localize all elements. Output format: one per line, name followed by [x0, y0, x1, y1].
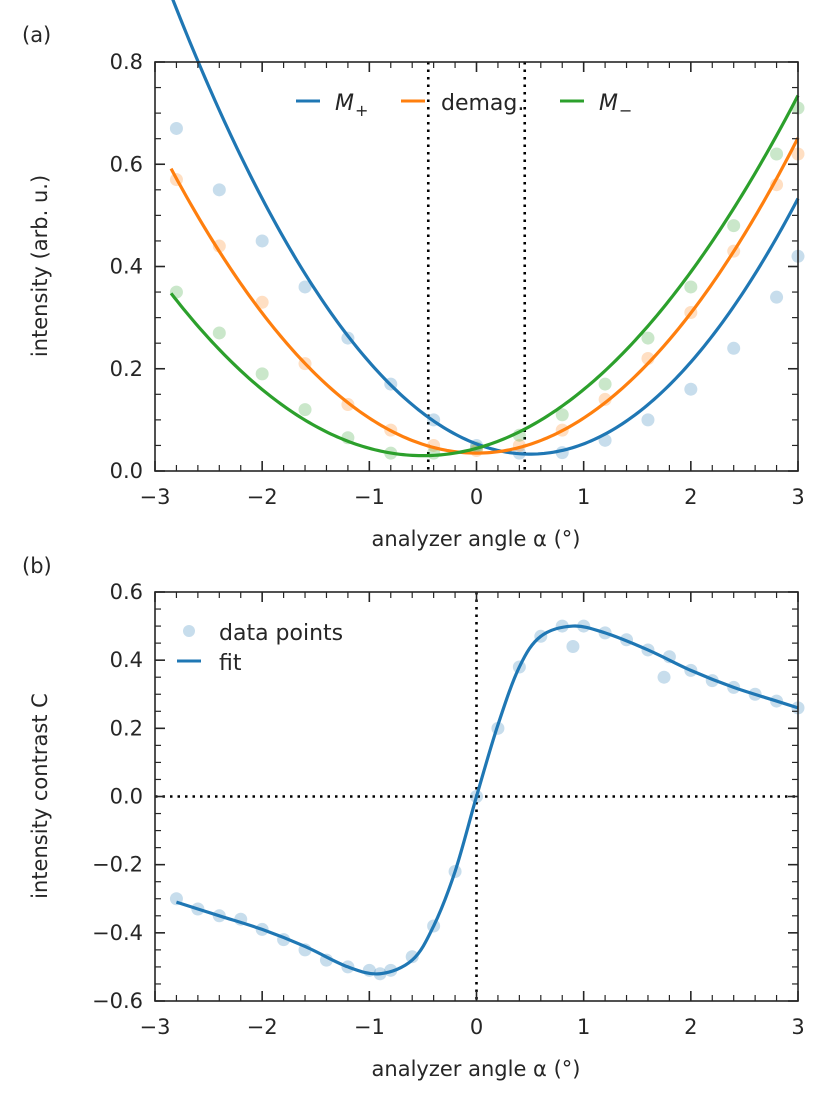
- data-point-m_plus: [727, 341, 741, 355]
- data-point: [566, 640, 580, 654]
- panel-a-y-axis-label: intensity (arb. u.): [28, 175, 52, 357]
- data-point-m_minus: [298, 403, 312, 417]
- y-tick-label: −0.6: [92, 989, 143, 1013]
- panel-a: (a) −3 −2 −1 0 1 2 3 0.0 0.2 0.4 0.6 0.8 M+ demag. …: [22, 0, 805, 551]
- x-tick-label: 1: [577, 485, 590, 509]
- fit-line: [175, 624, 799, 976]
- y-tick-label: 0.6: [110, 152, 143, 176]
- panel-a-x-axis-label: analyzer angle α (°): [372, 527, 581, 551]
- panel-a-legend: M+ demag. M−: [296, 91, 632, 120]
- y-tick-label: 0.0: [110, 785, 143, 809]
- y-tick-label: 0.6: [110, 580, 143, 604]
- data-point-m_minus: [598, 377, 612, 391]
- x-tick-label: 2: [684, 1015, 697, 1039]
- data-point-m_plus: [255, 234, 269, 248]
- y-tick-label: 0.2: [110, 716, 143, 740]
- y-tick-label: 0.8: [110, 50, 143, 74]
- panel-a-reference-lines: [426, 62, 527, 471]
- y-tick-label: 0.4: [110, 255, 143, 279]
- data-point-m_minus: [555, 408, 569, 422]
- data-point-m_minus: [727, 219, 741, 233]
- x-tick-label: 1: [577, 1015, 590, 1039]
- panel-a-ticks: −3 −2 −1 0 1 2 3 0.0 0.2 0.4 0.6 0.8: [110, 50, 805, 509]
- y-tick-label: −0.2: [92, 853, 143, 877]
- data-point-m_plus: [298, 280, 312, 294]
- fit-line-demag: [169, 137, 800, 455]
- data-point-m_plus: [169, 121, 183, 135]
- y-tick-label: −0.4: [92, 921, 143, 945]
- y-tick-label: 0.4: [110, 648, 143, 672]
- panel-b: (b) −3 −2 −1 0 1 2 3 −0.6 −0.4 −0.2 0.0 0.2 0.4 0.6 d…: [22, 554, 805, 1081]
- x-tick-label: 0: [470, 485, 483, 509]
- x-tick-label: 3: [791, 485, 804, 509]
- data-point-m_plus: [770, 290, 784, 304]
- panel-b-fit-line: [175, 624, 799, 976]
- x-tick-label: −3: [140, 1015, 171, 1039]
- data-point-m_plus: [641, 413, 655, 427]
- legend-data-points-marker: [183, 625, 195, 637]
- legend-m-plus-label: M+: [335, 91, 368, 120]
- legend-fit-label: fit: [219, 651, 242, 676]
- panel-b-legend: data points fit: [177, 621, 343, 676]
- data-point-m_minus: [212, 326, 226, 340]
- panel-a-data-points: [169, 101, 805, 460]
- data-point-m_minus: [770, 147, 784, 161]
- data-point-demag: [255, 295, 269, 309]
- data-point-m_minus: [641, 331, 655, 345]
- panel-a-frame: [154, 61, 799, 472]
- data-point: [657, 670, 671, 684]
- x-tick-label: −2: [247, 485, 278, 509]
- data-point-demag: [212, 239, 226, 253]
- x-tick-label: −1: [354, 1015, 385, 1039]
- panel-a-fit-lines: [169, 0, 800, 458]
- x-tick-label: 0: [470, 1015, 483, 1039]
- data-point-m_plus: [212, 183, 226, 197]
- data-point-m_plus: [684, 382, 698, 396]
- legend-m-minus-label: M−: [599, 91, 632, 120]
- data-point-m_minus: [684, 280, 698, 294]
- x-tick-label: −2: [247, 1015, 278, 1039]
- panel-b-x-axis-label: analyzer angle α (°): [372, 1057, 581, 1081]
- x-tick-label: −1: [354, 485, 385, 509]
- y-tick-label: 0.0: [110, 459, 143, 483]
- panel-b-data-points: [169, 619, 805, 981]
- x-tick-label: 2: [684, 485, 697, 509]
- data-point: [405, 950, 419, 964]
- x-tick-label: −3: [140, 485, 171, 509]
- panel-a-label: (a): [22, 23, 51, 47]
- legend-data-points-label: data points: [219, 621, 343, 646]
- panel-b-ticks: −3 −2 −1 0 1 2 3 −0.6 −0.4 −0.2 0.0 0.2 0.4 0.6: [92, 580, 805, 1039]
- legend-demag-label: demag.: [441, 91, 524, 116]
- fit-line-m_plus: [171, 0, 800, 456]
- panel-b-y-axis-label: intensity contrast C: [28, 693, 52, 899]
- data-point-demag: [598, 392, 612, 406]
- y-tick-label: 0.2: [110, 357, 143, 381]
- fit-line-m_minus: [169, 94, 800, 458]
- data-point-m_minus: [255, 367, 269, 381]
- panel-b-label: (b): [22, 554, 52, 578]
- x-tick-label: 3: [791, 1015, 804, 1039]
